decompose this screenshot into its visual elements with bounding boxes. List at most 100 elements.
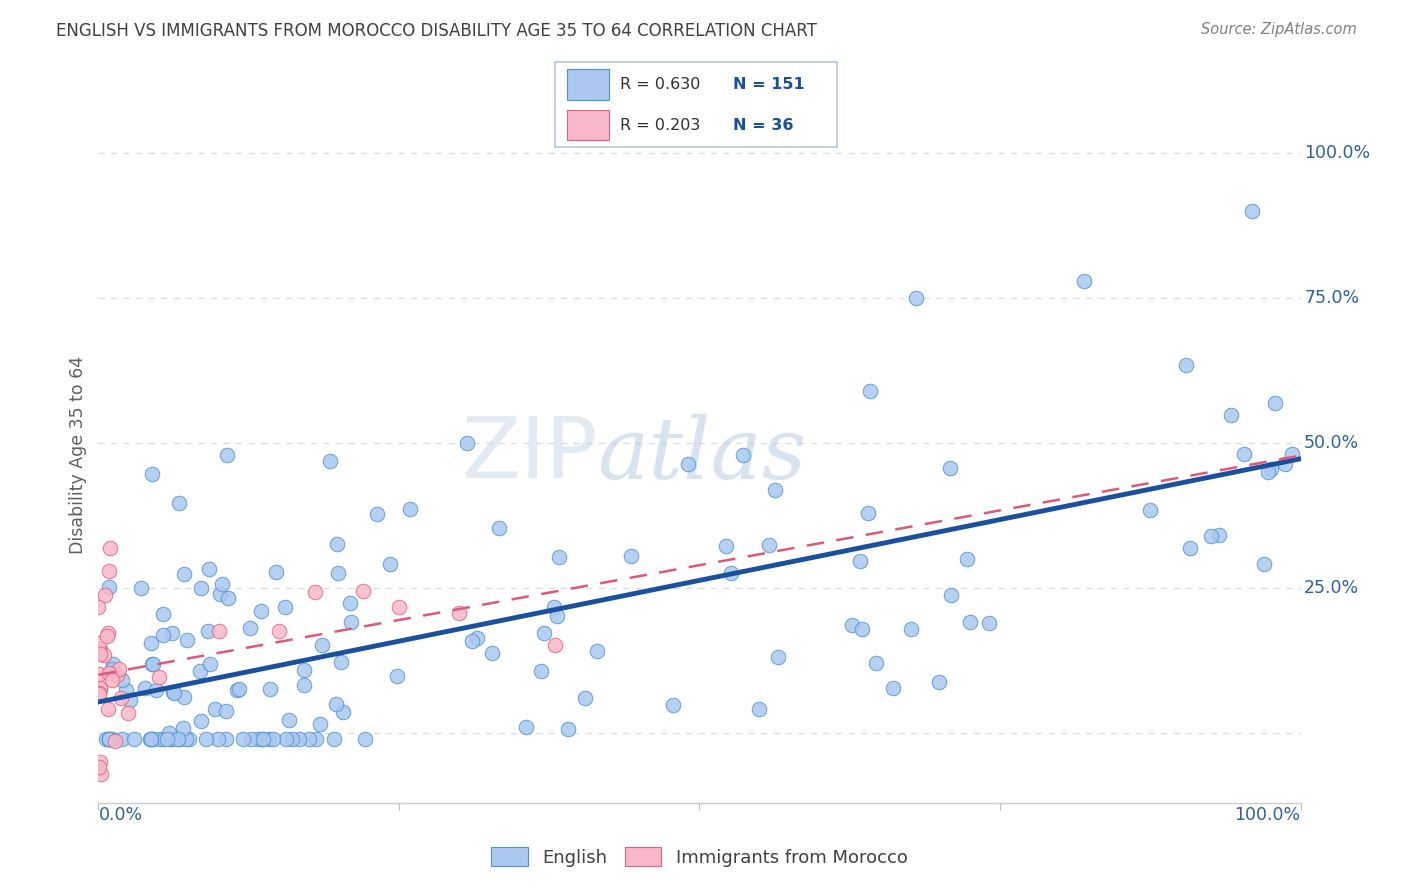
Point (928, 675, 950, 690)
Point (179, 731, 201, 746)
Text: 0.0%: 0.0% (98, 805, 142, 823)
Point (190, 714, 212, 729)
Point (167, 731, 190, 746)
Point (319, 453, 342, 467)
Point (239, 731, 262, 746)
Point (304, 585, 326, 599)
Point (399, 501, 422, 516)
Point (97, 564, 120, 578)
Point (134, 681, 156, 695)
Point (100, 663, 122, 677)
Text: atlas: atlas (598, 414, 807, 496)
Point (557, 722, 579, 736)
Point (354, 731, 377, 746)
Point (311, 639, 333, 653)
Point (1253, 557, 1275, 571)
Point (257, 731, 280, 746)
Text: ENGLISH VS IMMIGRANTS FROM MOROCCO DISABILITY AGE 35 TO 64 CORRELATION CHART: ENGLISH VS IMMIGRANTS FROM MOROCCO DISAB… (56, 22, 817, 40)
Point (530, 664, 553, 678)
Point (447, 606, 470, 620)
Point (294, 663, 316, 677)
Point (198, 562, 221, 576)
Point (226, 683, 249, 698)
Point (93, 588, 115, 602)
Point (533, 626, 555, 640)
Point (172, 721, 194, 735)
Point (274, 731, 297, 746)
Point (194, 731, 217, 746)
Point (326, 537, 349, 551)
Point (117, 706, 139, 721)
Text: R = 0.630: R = 0.630 (620, 77, 700, 92)
Point (332, 705, 354, 719)
Point (173, 567, 195, 582)
Point (156, 731, 179, 746)
Point (352, 584, 374, 599)
Point (160, 731, 183, 746)
Point (101, 673, 124, 687)
Point (98, 665, 121, 680)
Text: N = 36: N = 36 (733, 118, 793, 133)
Point (515, 720, 537, 734)
Point (111, 731, 134, 746)
Point (1241, 204, 1264, 219)
Point (340, 615, 363, 629)
Point (856, 506, 879, 520)
Point (122, 731, 145, 746)
Text: R = 0.203: R = 0.203 (620, 118, 700, 133)
Point (96, 629, 118, 643)
Point (173, 690, 195, 704)
Point (160, 731, 183, 746)
Point (114, 682, 136, 697)
Point (733, 449, 755, 463)
Point (104, 734, 127, 748)
Point (162, 685, 184, 699)
Point (330, 655, 353, 669)
Point (98, 731, 121, 746)
Text: 100.0%: 100.0% (1305, 145, 1371, 162)
Point (157, 726, 180, 740)
Point (141, 657, 163, 672)
Point (97, 626, 120, 640)
Point (882, 681, 904, 696)
Point (305, 731, 328, 746)
Point (149, 731, 172, 746)
Point (107, 662, 129, 676)
Point (939, 588, 962, 602)
Point (748, 701, 770, 715)
Point (661, 698, 683, 712)
Point (87, 687, 110, 701)
Point (252, 731, 274, 746)
Point (766, 650, 789, 665)
Point (1201, 529, 1223, 543)
Point (232, 731, 254, 746)
Bar (567, 110, 609, 140)
Point (326, 566, 349, 581)
Point (620, 549, 643, 563)
Point (298, 731, 321, 746)
Point (228, 682, 250, 697)
Legend: English, Immigrants from Morocco: English, Immigrants from Morocco (484, 840, 915, 874)
Point (841, 618, 863, 632)
Point (90, 766, 112, 781)
Point (278, 713, 301, 727)
Point (217, 591, 239, 606)
Point (264, 566, 287, 580)
Point (97, 731, 120, 746)
Point (288, 731, 311, 746)
Point (267, 624, 290, 639)
Point (139, 731, 162, 746)
Point (274, 600, 297, 615)
Point (148, 670, 170, 684)
Point (252, 731, 274, 746)
Point (1180, 541, 1202, 555)
Point (548, 549, 571, 564)
Point (1264, 396, 1286, 410)
Point (87, 686, 110, 700)
Point (339, 596, 361, 610)
Point (160, 625, 183, 640)
Point (96, 731, 118, 746)
Point (120, 692, 142, 706)
Point (163, 686, 186, 700)
Point (488, 520, 510, 534)
